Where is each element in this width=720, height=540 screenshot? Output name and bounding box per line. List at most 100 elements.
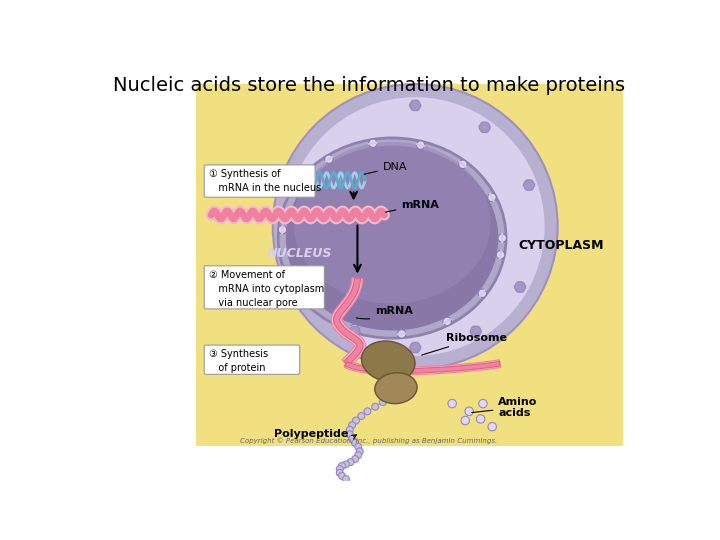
Circle shape [479, 400, 487, 408]
Circle shape [343, 461, 349, 468]
Circle shape [355, 443, 361, 450]
Circle shape [496, 251, 505, 259]
Text: CYTOPLASM: CYTOPLASM [518, 239, 604, 252]
Circle shape [415, 342, 420, 347]
Circle shape [351, 456, 359, 462]
Circle shape [310, 302, 318, 310]
Circle shape [515, 282, 526, 293]
Circle shape [415, 99, 420, 105]
Circle shape [470, 326, 481, 337]
Circle shape [488, 422, 496, 431]
Circle shape [369, 139, 377, 147]
Text: NUCLEUS: NUCLEUS [267, 247, 333, 260]
Circle shape [338, 462, 346, 469]
Text: Polypeptide: Polypeptide [274, 429, 356, 440]
Circle shape [465, 407, 473, 416]
Circle shape [416, 103, 422, 108]
Circle shape [348, 422, 356, 429]
Circle shape [354, 332, 359, 338]
Text: mRNA: mRNA [356, 306, 413, 319]
Circle shape [410, 100, 420, 111]
Circle shape [343, 476, 349, 483]
Circle shape [416, 141, 425, 150]
FancyBboxPatch shape [204, 345, 300, 374]
Polygon shape [345, 361, 500, 374]
Ellipse shape [294, 142, 490, 303]
Circle shape [349, 326, 360, 337]
Circle shape [528, 186, 534, 191]
Circle shape [459, 160, 467, 168]
Text: DNA: DNA [364, 162, 408, 174]
Circle shape [410, 106, 416, 111]
Circle shape [346, 426, 354, 433]
Circle shape [415, 348, 420, 354]
Circle shape [471, 325, 477, 330]
Circle shape [478, 289, 487, 298]
Circle shape [410, 342, 420, 353]
Circle shape [347, 458, 354, 465]
Circle shape [523, 180, 534, 191]
FancyBboxPatch shape [204, 266, 324, 309]
Circle shape [387, 394, 394, 401]
Text: ③ Synthesis
   of protein: ③ Synthesis of protein [209, 349, 268, 373]
Circle shape [524, 186, 530, 191]
Polygon shape [331, 278, 365, 367]
Circle shape [524, 179, 530, 185]
Text: Ribosome: Ribosome [422, 333, 507, 355]
Circle shape [351, 440, 359, 447]
Circle shape [461, 416, 469, 425]
Circle shape [475, 325, 480, 330]
Circle shape [336, 469, 343, 476]
Circle shape [516, 281, 521, 286]
Circle shape [284, 267, 293, 275]
Circle shape [487, 193, 496, 201]
Ellipse shape [375, 373, 417, 404]
Circle shape [477, 329, 482, 334]
Circle shape [286, 97, 544, 356]
Circle shape [416, 345, 422, 350]
Circle shape [443, 317, 451, 326]
Circle shape [486, 125, 491, 130]
Circle shape [346, 431, 354, 438]
Circle shape [273, 84, 558, 369]
FancyBboxPatch shape [204, 165, 315, 197]
Circle shape [480, 128, 485, 133]
Circle shape [480, 122, 490, 133]
Circle shape [364, 408, 371, 415]
Circle shape [356, 329, 361, 334]
Circle shape [325, 155, 333, 164]
Circle shape [409, 345, 414, 350]
Circle shape [348, 329, 354, 334]
Text: Nucleic acids store the information to make proteins: Nucleic acids store the information to m… [113, 76, 625, 96]
Circle shape [477, 415, 485, 423]
Text: Amino
acids: Amino acids [472, 397, 538, 418]
Circle shape [415, 106, 420, 111]
Ellipse shape [278, 138, 506, 338]
Circle shape [409, 103, 414, 108]
Circle shape [519, 281, 525, 286]
Circle shape [521, 285, 526, 290]
Circle shape [478, 125, 484, 130]
Circle shape [523, 183, 528, 188]
Circle shape [469, 329, 474, 334]
Circle shape [448, 400, 456, 408]
Circle shape [358, 413, 365, 420]
Polygon shape [333, 278, 363, 366]
Circle shape [484, 128, 490, 133]
Ellipse shape [286, 146, 498, 330]
Circle shape [471, 332, 477, 338]
Circle shape [372, 403, 379, 410]
Circle shape [278, 225, 287, 234]
Circle shape [348, 436, 356, 442]
Circle shape [519, 288, 525, 293]
Circle shape [350, 325, 356, 330]
Circle shape [484, 122, 490, 127]
Circle shape [292, 186, 301, 194]
Circle shape [336, 465, 343, 472]
Circle shape [355, 452, 361, 458]
Circle shape [475, 332, 480, 338]
Circle shape [516, 288, 521, 293]
Circle shape [513, 285, 519, 290]
Circle shape [530, 183, 536, 188]
Ellipse shape [361, 341, 415, 382]
